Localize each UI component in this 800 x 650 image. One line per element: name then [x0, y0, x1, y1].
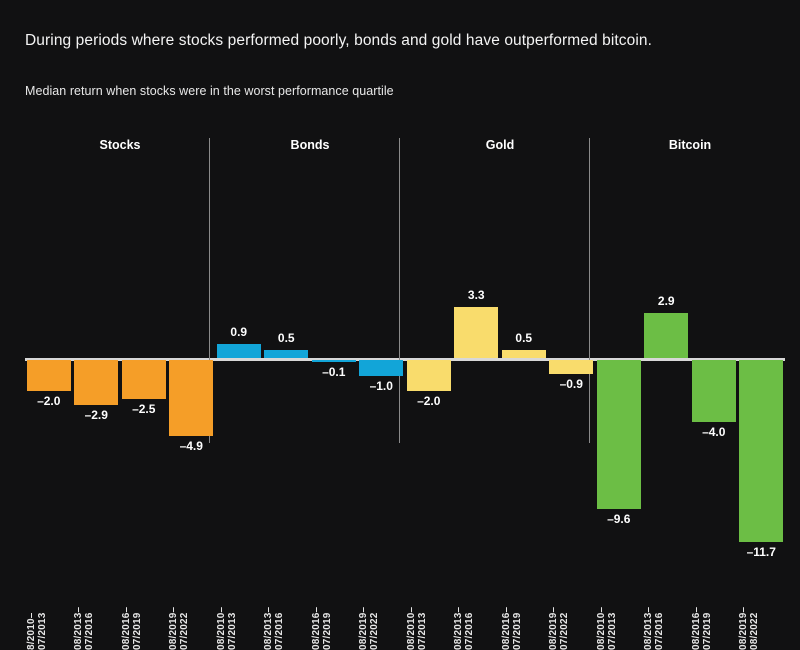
- bar[interactable]: [644, 312, 689, 358]
- bar[interactable]: [26, 360, 71, 392]
- x-tick-line1: 8/2010–: [25, 612, 37, 650]
- x-tick-label: 08/2013– 07/2016: [643, 570, 668, 650]
- x-tick-line2: 07/2013: [36, 612, 48, 650]
- plot-area: Stocks Bonds Gold Bitcoin –2.0 –2.9 –2.5 –4.9 0…: [0, 130, 800, 650]
- bar-value-label: –4.0: [702, 425, 726, 440]
- x-tick-line2: 07/2013: [416, 612, 428, 650]
- x-tick-line1: 08/2010–: [405, 606, 417, 650]
- bar-value-label: –4.9: [179, 439, 203, 454]
- bar[interactable]: [691, 360, 736, 423]
- x-tick-line1: 08/2013–: [263, 606, 275, 650]
- bar[interactable]: [501, 350, 546, 358]
- group-header-bitcoin: Bitcoin: [668, 138, 712, 152]
- bar-value-label: –9.6: [607, 512, 631, 527]
- bar[interactable]: [264, 350, 309, 358]
- group-separator: [209, 138, 210, 443]
- x-tick-line2: 07/2019: [321, 612, 333, 650]
- bar[interactable]: [74, 360, 119, 406]
- bar-value-label: –2.0: [417, 394, 441, 409]
- bar-value-label: –2.9: [84, 408, 108, 423]
- page-title: During periods where stocks performed po…: [25, 32, 653, 49]
- x-tick-line2: 07/2022: [559, 612, 571, 650]
- x-tick-line1: 08/2016–: [120, 606, 132, 650]
- x-tick-line2: 07/2016: [84, 612, 96, 650]
- x-tick-label: 08/2019– 08/2022: [738, 570, 763, 650]
- x-tick-line1: 08/2016–: [500, 606, 512, 650]
- x-tick-line1: 08/2016–: [310, 606, 322, 650]
- bar[interactable]: [169, 360, 214, 437]
- bar-value-label: –2.0: [37, 394, 61, 409]
- x-tick-line1: 08/2010–: [215, 606, 227, 650]
- x-tick-label: 08/2013– 07/2016: [73, 570, 98, 650]
- bar-value-label: –1.0: [369, 378, 393, 393]
- bar-value-label: 3.3: [467, 287, 485, 302]
- group-header-stocks: Stocks: [99, 138, 141, 152]
- bar-value-label: –11.7: [746, 544, 776, 559]
- bar-value-label: 2.9: [657, 293, 675, 308]
- x-tick-line1: 08/2019–: [168, 606, 180, 650]
- group-separator: [399, 138, 400, 443]
- bar-value-label: 0.5: [277, 331, 295, 346]
- x-tick-label: 08/2016– 07/2019: [691, 570, 716, 650]
- x-tick-line1: 08/2019–: [738, 606, 750, 650]
- bar[interactable]: [311, 360, 356, 362]
- x-tick-line2: 08/2022: [749, 612, 761, 650]
- x-tick-label: 08/2016– 07/2019: [121, 570, 146, 650]
- x-tick-line2: 07/2022: [179, 612, 191, 650]
- group-header-bonds: Bonds: [290, 138, 330, 152]
- x-tick-line2: 07/2016: [464, 612, 476, 650]
- x-tick-label: 08/2019– 07/2022: [358, 570, 383, 650]
- x-tick-line2: 07/2013: [606, 612, 618, 650]
- bar-value-label: 0.9: [230, 325, 248, 339]
- x-tick-label: 08/2016– 07/2019: [501, 570, 526, 650]
- x-tick-line1: 08/2019–: [358, 606, 370, 650]
- x-tick-line1: 08/2013–: [453, 606, 465, 650]
- x-tick-line2: 07/2016: [654, 612, 666, 650]
- x-tick-line1: 08/2013–: [73, 606, 85, 650]
- bar[interactable]: [596, 360, 641, 510]
- group-header-gold: Gold: [485, 138, 515, 152]
- zero-baseline: [25, 358, 785, 361]
- x-tick-line1: 08/2016–: [690, 606, 702, 650]
- x-tick-label: 8/2010– 07/2013: [26, 570, 51, 650]
- x-tick-line1: 08/2010–: [595, 606, 607, 650]
- bar-value-label: –0.1: [322, 365, 346, 379]
- x-tick-line2: 07/2019: [511, 612, 523, 650]
- x-tick-label: 08/2016– 07/2019: [311, 570, 336, 650]
- x-tick-line2: 07/2019: [131, 612, 143, 650]
- x-tick-label: 08/2019– 07/2022: [168, 570, 193, 650]
- bar[interactable]: [454, 306, 499, 358]
- x-tick-line1: 08/2019–: [548, 606, 560, 650]
- bar-value-label: –0.9: [559, 376, 583, 391]
- x-tick-line2: 07/2022: [369, 612, 381, 650]
- bar[interactable]: [359, 360, 404, 376]
- x-tick-label: 08/2010– 07/2013: [596, 570, 621, 650]
- x-tick-label: 08/2013– 07/2016: [453, 570, 478, 650]
- bar[interactable]: [739, 360, 784, 542]
- bar-value-label: –2.5: [132, 401, 156, 416]
- x-tick-label: 08/2010– 07/2013: [216, 570, 241, 650]
- x-tick-label: 08/2013– 07/2016: [263, 570, 288, 650]
- x-tick-line2: 07/2019: [701, 612, 713, 650]
- bar-value-label: 0.5: [515, 331, 533, 346]
- bar[interactable]: [549, 360, 594, 374]
- chart-page: During periods where stocks performed po…: [0, 32, 800, 650]
- x-tick-label: 08/2010– 07/2013: [406, 570, 431, 650]
- x-tick-line2: 07/2016: [274, 612, 286, 650]
- x-tick-line1: 08/2013–: [643, 606, 655, 650]
- group-separator: [589, 138, 590, 443]
- bar[interactable]: [121, 360, 166, 399]
- chart-subtitle: Median return when stocks were in the wo…: [25, 84, 394, 98]
- bar[interactable]: [216, 344, 261, 358]
- x-tick-label: 08/2019– 07/2022: [548, 570, 573, 650]
- x-tick-line2: 07/2013: [226, 612, 238, 650]
- bar[interactable]: [406, 360, 451, 392]
